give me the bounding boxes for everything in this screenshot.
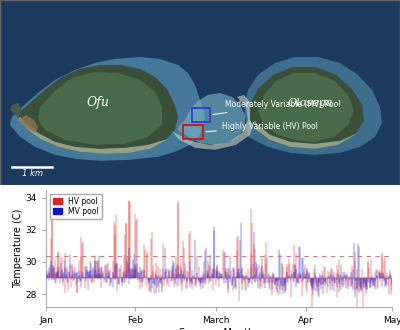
Text: Olosega: Olosega — [287, 98, 333, 108]
Polygon shape — [38, 72, 162, 145]
Polygon shape — [258, 73, 354, 142]
Bar — [183, 125, 203, 139]
Text: 1 km: 1 km — [22, 169, 42, 178]
Polygon shape — [172, 95, 255, 150]
Y-axis label: Temperature (C): Temperature (C) — [13, 209, 23, 288]
Polygon shape — [10, 103, 22, 117]
Text: Highly Variable (HV) Pool: Highly Variable (HV) Pool — [206, 122, 318, 132]
Polygon shape — [18, 117, 168, 154]
Legend: HV pool, MV pool: HV pool, MV pool — [50, 194, 102, 219]
Polygon shape — [250, 67, 364, 149]
Text: Ofu: Ofu — [86, 96, 110, 109]
Polygon shape — [254, 120, 358, 149]
X-axis label: Summer Months: Summer Months — [179, 328, 259, 330]
Polygon shape — [18, 65, 178, 154]
Polygon shape — [10, 57, 205, 161]
Text: Moderately Variable (MV) Pool: Moderately Variable (MV) Pool — [213, 100, 340, 115]
Polygon shape — [244, 57, 382, 155]
Polygon shape — [178, 93, 245, 145]
Bar — [192, 108, 210, 122]
Polygon shape — [20, 115, 38, 133]
